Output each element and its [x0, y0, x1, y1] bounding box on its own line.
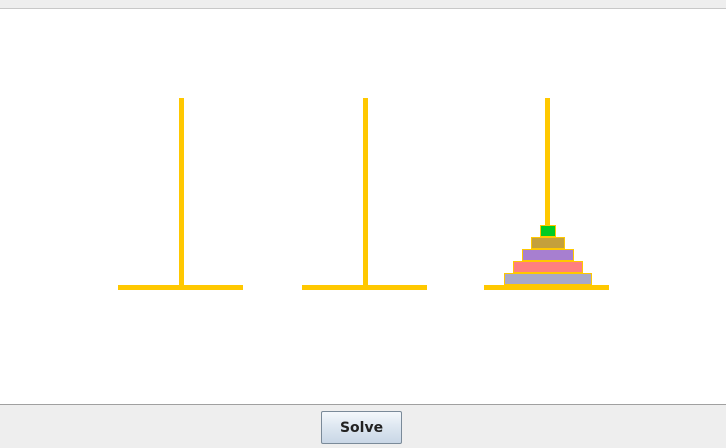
disk-1[interactable] — [540, 225, 556, 237]
game-board — [0, 9, 726, 404]
peg-post-middle — [363, 98, 368, 290]
peg-post-left — [179, 98, 184, 290]
disk-5[interactable] — [504, 273, 592, 285]
control-panel: Solve — [0, 404, 726, 448]
peg-base-middle — [302, 285, 427, 290]
disk-4[interactable] — [513, 261, 583, 273]
solve-button[interactable]: Solve — [321, 411, 402, 444]
top-strip — [0, 0, 726, 9]
peg-base-left — [118, 285, 243, 290]
peg-post-right — [545, 98, 550, 290]
peg-base-right — [484, 285, 609, 290]
disk-2[interactable] — [531, 237, 565, 249]
disk-3[interactable] — [522, 249, 574, 261]
